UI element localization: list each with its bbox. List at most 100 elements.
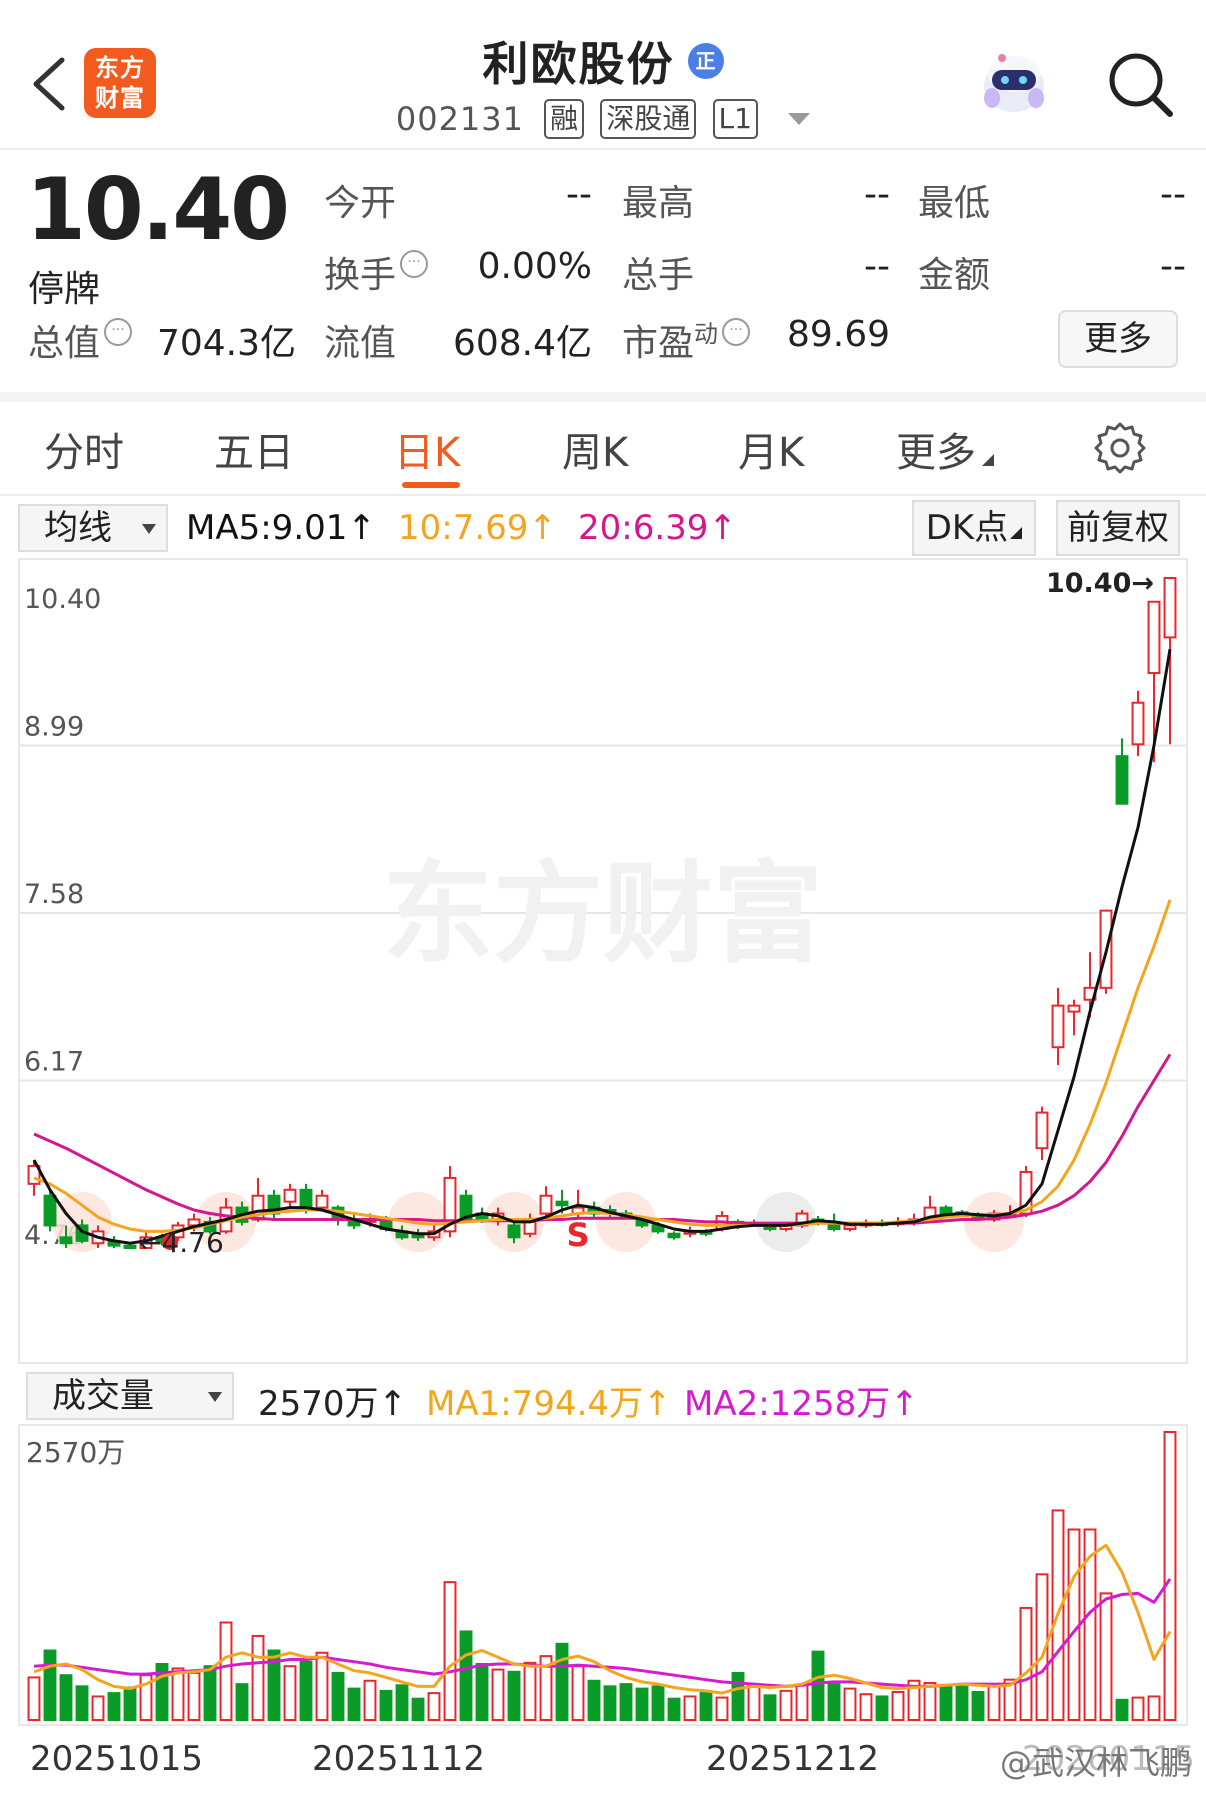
volume-bar[interactable] xyxy=(235,1683,249,1721)
tab-weekly-k[interactable]: 周K xyxy=(562,430,629,476)
volume-bar[interactable] xyxy=(171,1667,185,1721)
price-adjust-button[interactable]: 前复权 xyxy=(1056,500,1180,556)
volume-bar[interactable] xyxy=(1147,1695,1161,1721)
volume-bar[interactable] xyxy=(267,1649,281,1722)
volume-bar[interactable] xyxy=(811,1650,825,1722)
volume-bar[interactable] xyxy=(779,1689,793,1721)
volume-bar[interactable] xyxy=(1083,1528,1097,1722)
volume-bar[interactable] xyxy=(491,1668,505,1722)
tab-monthly-k[interactable]: 月K xyxy=(738,430,805,476)
tab-more[interactable]: 更多 xyxy=(896,420,994,478)
volume-bar[interactable] xyxy=(1163,1431,1177,1721)
volume-bar[interactable] xyxy=(27,1676,41,1721)
tab-intraday[interactable]: 分时 xyxy=(44,430,124,476)
volume-bar[interactable] xyxy=(299,1660,313,1722)
stock-subtitle[interactable]: 002131 融 深股通 L1 xyxy=(0,98,1206,139)
sell-signal-marker[interactable]: S xyxy=(566,1216,589,1254)
volume-bar[interactable] xyxy=(443,1581,457,1721)
volume-bar[interactable] xyxy=(347,1687,361,1721)
volume-bar[interactable] xyxy=(427,1692,441,1722)
volume-bar[interactable] xyxy=(43,1649,57,1722)
back-button[interactable] xyxy=(24,52,72,116)
volume-bar[interactable] xyxy=(603,1685,617,1721)
candle[interactable] xyxy=(315,1189,329,1210)
volume-bar[interactable] xyxy=(747,1685,761,1721)
volume-bar[interactable] xyxy=(283,1665,297,1721)
volume-bar[interactable] xyxy=(251,1634,265,1721)
volume-bar[interactable] xyxy=(539,1655,553,1721)
volume-bar[interactable] xyxy=(651,1685,665,1721)
candle[interactable] xyxy=(1147,600,1161,763)
info-icon[interactable]: ··· xyxy=(104,318,133,346)
volume-bar[interactable] xyxy=(891,1690,905,1721)
volume-bar[interactable] xyxy=(683,1695,697,1721)
volume-bar[interactable] xyxy=(619,1683,633,1721)
candle[interactable] xyxy=(1067,999,1081,1036)
volume-bar[interactable] xyxy=(715,1696,729,1722)
volume-bar[interactable] xyxy=(1035,1573,1049,1721)
candle[interactable] xyxy=(1035,1106,1049,1161)
volume-bar[interactable] xyxy=(859,1693,873,1721)
kline-chart[interactable]: 东方财富 10.40 8.99 7.58 6.17 4.76 10.40→ ←4.76 S xyxy=(18,558,1188,1364)
volume-bar[interactable] xyxy=(731,1671,745,1721)
volume-bar[interactable] xyxy=(795,1684,809,1722)
volume-bar[interactable] xyxy=(91,1695,105,1721)
volume-bar[interactable] xyxy=(475,1662,489,1721)
volume-bar[interactable] xyxy=(987,1684,1001,1722)
volume-bar[interactable] xyxy=(555,1642,569,1721)
volume-bar[interactable] xyxy=(699,1692,713,1722)
volume-bar[interactable] xyxy=(155,1662,169,1721)
volume-bar[interactable] xyxy=(331,1671,345,1721)
volume-bar[interactable] xyxy=(1115,1698,1129,1722)
indicator-dropdown[interactable]: 均线 xyxy=(18,504,168,552)
info-icon[interactable]: ··· xyxy=(400,250,429,278)
volume-bar[interactable] xyxy=(635,1687,649,1721)
tab-five-day[interactable]: 五日 xyxy=(214,430,294,476)
volume-bar[interactable] xyxy=(907,1679,921,1722)
candle[interactable] xyxy=(267,1189,281,1220)
info-icon[interactable]: ··· xyxy=(722,318,751,346)
candle[interactable] xyxy=(1163,577,1177,745)
candle[interactable] xyxy=(667,1231,681,1240)
volume-bar[interactable] xyxy=(667,1697,681,1721)
volume-bar[interactable] xyxy=(955,1683,969,1721)
candle[interactable] xyxy=(1115,738,1129,805)
volume-bar[interactable] xyxy=(1003,1678,1017,1722)
volume-bar[interactable] xyxy=(411,1697,425,1721)
volume-indicator-dropdown[interactable]: 成交量 xyxy=(26,1372,234,1420)
volume-bar[interactable] xyxy=(379,1689,393,1721)
volume-bar[interactable] xyxy=(523,1661,537,1722)
volume-bar[interactable] xyxy=(123,1686,137,1722)
tab-daily-k[interactable]: 日K xyxy=(394,430,461,476)
volume-bar[interactable] xyxy=(219,1621,233,1722)
volume-bar[interactable] xyxy=(827,1683,841,1721)
volume-bar[interactable] xyxy=(1131,1696,1145,1722)
candle[interactable] xyxy=(59,1225,73,1248)
volume-bar[interactable] xyxy=(939,1685,953,1721)
volume-bar[interactable] xyxy=(187,1671,201,1721)
more-quote-button[interactable]: 更多 xyxy=(1058,310,1178,368)
volume-bar[interactable] xyxy=(507,1670,521,1722)
volume-bar[interactable] xyxy=(395,1684,409,1722)
volume-bar[interactable] xyxy=(1019,1606,1033,1721)
volume-bar[interactable] xyxy=(59,1674,73,1721)
dk-point-button[interactable]: DK点 xyxy=(912,500,1036,556)
volume-bar[interactable] xyxy=(363,1679,377,1722)
candle[interactable] xyxy=(1051,987,1065,1066)
volume-bar[interactable] xyxy=(875,1695,889,1721)
volume-bar[interactable] xyxy=(587,1679,601,1722)
dk-signal-marker[interactable] xyxy=(964,1192,1024,1252)
volume-bar[interactable] xyxy=(763,1694,777,1722)
assistant-robot-button[interactable] xyxy=(978,46,1050,118)
volume-bar[interactable] xyxy=(971,1690,985,1721)
search-button[interactable] xyxy=(1104,48,1176,120)
candle[interactable] xyxy=(1131,690,1145,757)
volume-bar[interactable] xyxy=(75,1685,89,1721)
candle[interactable] xyxy=(507,1219,521,1244)
volume-chart[interactable]: 2570万 xyxy=(18,1424,1188,1726)
volume-bar[interactable] xyxy=(203,1665,217,1721)
candle[interactable] xyxy=(43,1189,57,1232)
volume-bar[interactable] xyxy=(923,1682,937,1722)
volume-bar[interactable] xyxy=(107,1692,121,1722)
volume-bar[interactable] xyxy=(843,1687,857,1721)
